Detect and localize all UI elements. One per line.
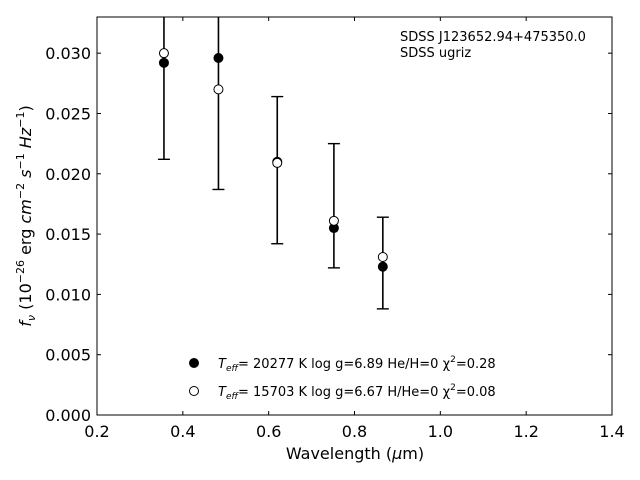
axis-ticks: 0.2 0.4 0.6 0.8 1.0 1.2 1.4 0.000 0.005 0.010 0.01…: [45, 17, 625, 441]
x-tick-label: 1.0: [428, 422, 453, 441]
point-model-filled: [158, 57, 169, 68]
y-tick-label: 0.020: [45, 165, 91, 184]
object-name: SDSS J123652.94+475350.0: [400, 30, 586, 45]
legend-marker-filled: [189, 358, 199, 368]
x-tick-label: 0.6: [256, 422, 281, 441]
y-tick-label: 0.030: [45, 44, 91, 63]
point-model-open: [158, 48, 169, 59]
point-model-filled: [213, 53, 224, 64]
legend: Teff= 20277 K log g=6.89 He/H=0 χ2=0.28 …: [189, 355, 496, 402]
y-tick-label: 0.015: [45, 225, 91, 244]
plot-frame: [96, 16, 613, 416]
y-tick-label: 0.000: [45, 406, 91, 425]
point-model-open: [377, 252, 388, 263]
y-tick-label: 0.005: [45, 346, 91, 365]
y-tick-label: 0.025: [45, 104, 91, 123]
point-model-open: [272, 157, 283, 168]
legend-marker-open: [189, 386, 199, 396]
x-tick-label: 0.8: [342, 422, 367, 441]
legend-entry-2: Teff= 15703 K log g=6.67 H/He=0 χ2=0.08: [218, 383, 496, 402]
y-axis-label: fν (10−26 erg cm−2 s−1 Hz−1): [14, 105, 38, 326]
legend-entry-1: Teff= 20277 K log g=6.89 He/H=0 χ2=0.28: [218, 355, 496, 374]
x-tick-label: 1.2: [513, 422, 538, 441]
x-tick-label: 0.4: [170, 422, 195, 441]
error-bars: [157, 17, 389, 310]
filter-set: SDSS ugriz: [400, 46, 471, 61]
y-tick-label: 0.010: [45, 285, 91, 304]
point-model-open: [213, 84, 224, 95]
point-model-open: [328, 215, 339, 226]
x-axis-label: Wavelength (μm): [286, 444, 424, 463]
data-points: [158, 48, 388, 272]
point-model-filled: [377, 261, 388, 272]
x-tick-label: 1.4: [599, 422, 624, 441]
x-tick-label: 0.2: [84, 422, 109, 441]
